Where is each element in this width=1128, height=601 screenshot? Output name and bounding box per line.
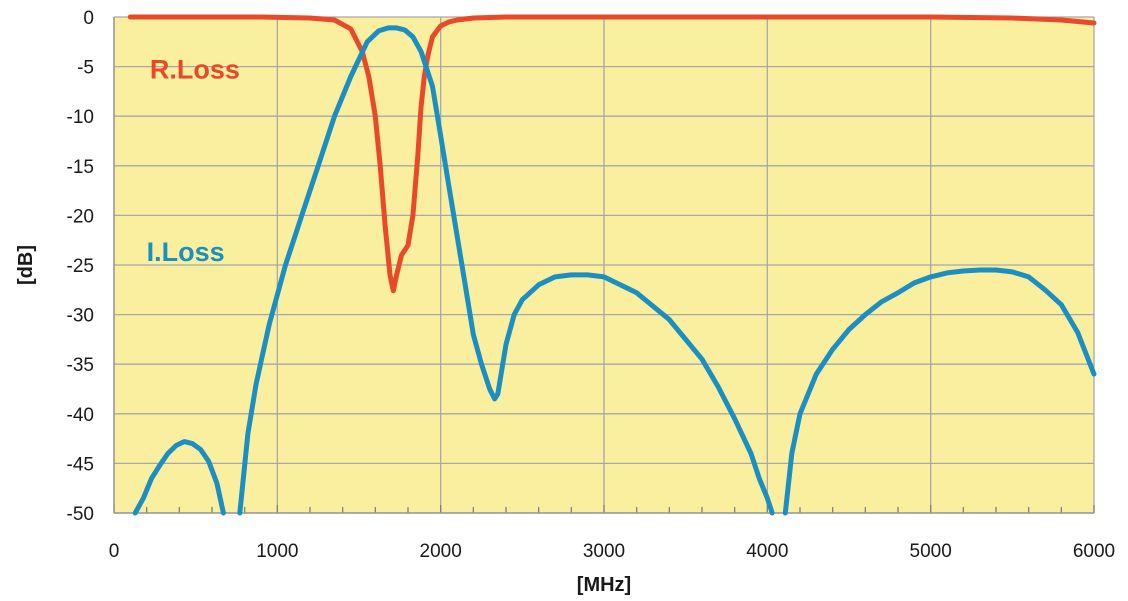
x-tick-label: 4000 — [746, 541, 788, 562]
minor-tick-marks — [113, 17, 1095, 514]
x-tick-label: 2000 — [420, 541, 462, 562]
x-axis-title: [MHz] — [577, 574, 631, 596]
series-lines — [127, 14, 1097, 516]
y-tick-label: -50 — [67, 504, 94, 525]
x-tick-labels: 0 1000 2000 3000 4000 5000 6000 — [109, 541, 1115, 562]
y-tick-label: -5 — [77, 58, 94, 79]
y-tick-label: -25 — [67, 256, 94, 277]
x-tick-label: 0 — [109, 541, 120, 562]
series-line-i-loss — [132, 439, 226, 516]
series-line-r-loss — [127, 14, 1097, 294]
series-annotations: R.Loss I.Loss — [147, 55, 240, 268]
x-tick-label: 5000 — [910, 541, 952, 562]
x-tick-label: 1000 — [256, 541, 298, 562]
y-tick-label: -15 — [67, 157, 94, 178]
series-line-i-loss — [782, 267, 1097, 516]
y-tick-label: -35 — [67, 355, 94, 376]
series-line-i-loss — [237, 25, 775, 516]
y-tick-label: -30 — [67, 306, 94, 327]
series-label-i-loss: I.Loss — [147, 237, 225, 267]
y-tick-label: -45 — [67, 454, 94, 475]
y-tick-label: -40 — [67, 405, 94, 426]
y-tick-label: 0 — [83, 8, 94, 29]
y-tick-labels: 0 -5 -10 -15 -20 -25 -30 -35 -40 -45 -50 — [67, 8, 94, 525]
x-tick-label: 3000 — [583, 541, 625, 562]
y-tick-label: -10 — [67, 107, 94, 128]
x-tick-label: 6000 — [1073, 541, 1115, 562]
y-tick-label: -20 — [67, 206, 94, 227]
y-axis-title: [dB] — [15, 245, 37, 285]
series-label-r-loss: R.Loss — [150, 55, 240, 85]
